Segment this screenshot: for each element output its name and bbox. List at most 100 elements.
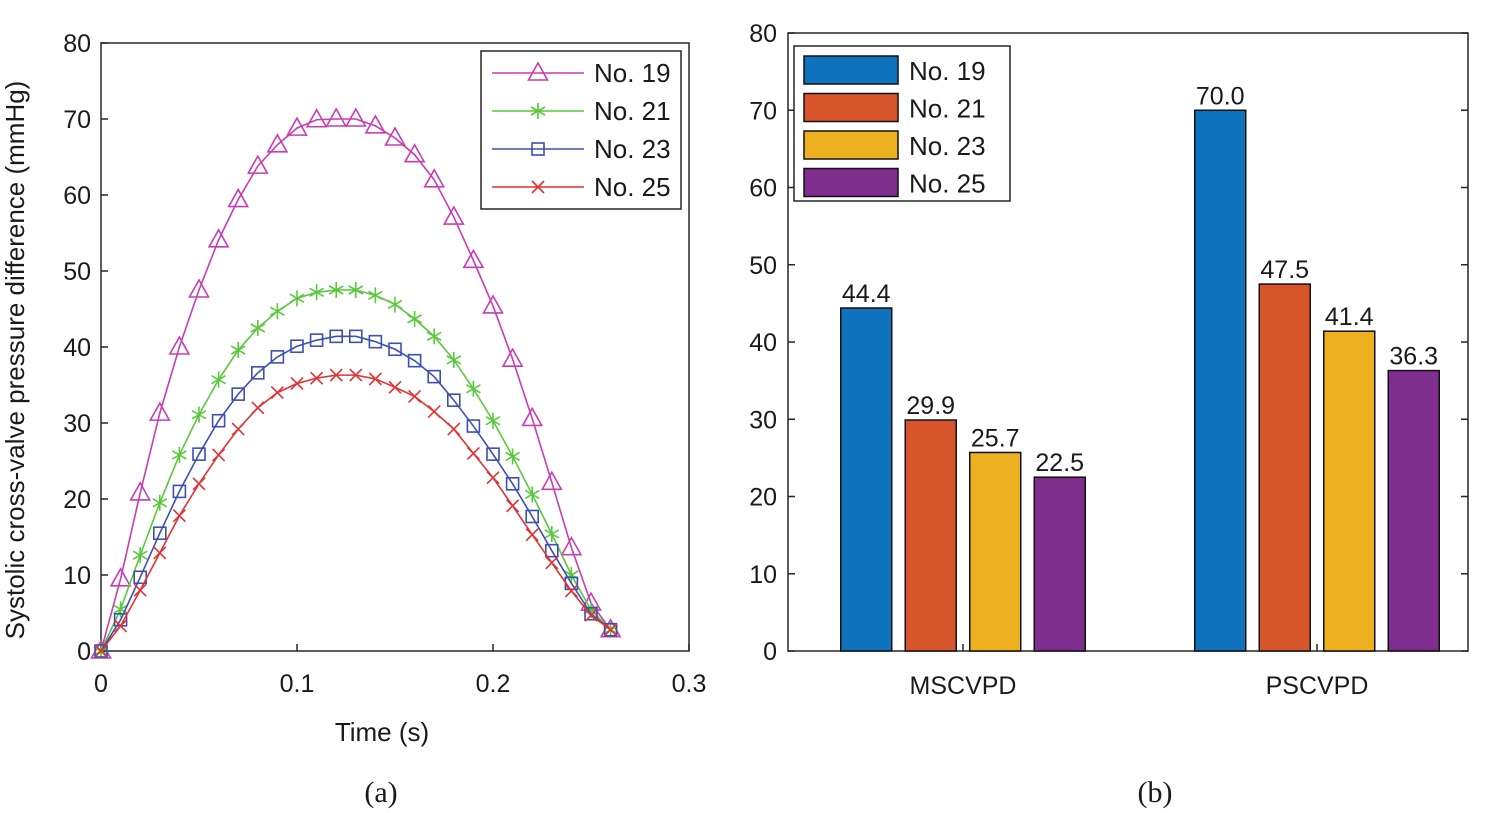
- data-point: [309, 284, 324, 301]
- bar-value-label: 25.7: [971, 424, 1020, 452]
- bar: [1387, 369, 1440, 652]
- data-point: [290, 376, 304, 391]
- line-chart-legend: No. 19 No. 21 No. 23 No. 25: [480, 50, 682, 210]
- data-point: [564, 584, 578, 598]
- data-point: [560, 536, 583, 556]
- data-point: [466, 446, 480, 460]
- data-point: [310, 371, 324, 385]
- data-point: [462, 248, 485, 269]
- data-point: [325, 107, 348, 127]
- data-point: [188, 278, 210, 298]
- legend-entry: No. 21: [492, 96, 671, 126]
- data-point: [603, 622, 618, 637]
- bar-chart-x-axis: MSCVPD PSCVPD: [910, 644, 1368, 700]
- data-point: [270, 303, 285, 320]
- data-point: [211, 371, 226, 388]
- line-chart-legend-entries: No. 19 No. 21 No. 23 No. 25: [492, 58, 671, 202]
- data-point: [129, 481, 152, 501]
- legend-swatch: [803, 55, 899, 85]
- y-tick-label: 50: [63, 258, 91, 286]
- bar-series-4: 22.5 36.3: [1033, 343, 1440, 652]
- data-point: [114, 619, 128, 633]
- data-point: [230, 342, 246, 359]
- y-tick-label: 80: [749, 20, 777, 48]
- data-point: [305, 108, 328, 128]
- data-point: [133, 583, 147, 597]
- data-point: [524, 486, 540, 503]
- data-point: [427, 369, 442, 384]
- y-tick-label: 0: [763, 638, 777, 666]
- data-point: [482, 294, 504, 314]
- bar-value-label: 36.3: [1389, 343, 1438, 371]
- x-tick-label: 0.2: [476, 670, 511, 698]
- line-chart-y-axis-title: Systolic cross-valve pressure difference…: [0, 81, 30, 640]
- data-point: [207, 228, 230, 248]
- data-point: [250, 320, 266, 336]
- y-tick-label: 70: [63, 106, 91, 134]
- y-tick-label: 80: [63, 30, 91, 58]
- y-tick-label: 30: [63, 410, 91, 438]
- y-tick-label: 20: [63, 486, 91, 514]
- data-point: [388, 342, 402, 357]
- legend-marker: [527, 61, 549, 81]
- data-point: [289, 290, 305, 307]
- bar: [1033, 476, 1086, 652]
- data-point: [192, 447, 206, 461]
- bar-value-label: 22.5: [1035, 449, 1084, 477]
- data-point: [109, 567, 132, 587]
- data-point: [407, 310, 422, 327]
- legend-entry: No. 21: [803, 92, 986, 124]
- data-point: [349, 368, 363, 382]
- legend-label: No. 19: [909, 56, 986, 86]
- data-point: [447, 422, 461, 436]
- data-point: [485, 412, 501, 429]
- data-point: [466, 419, 481, 433]
- data-point: [329, 368, 343, 382]
- bar-chart-y-axis: 0 10 20 30 40 50 60 70 80: [749, 20, 1468, 666]
- series-line: [100, 118, 612, 652]
- y-tick-label: 70: [749, 97, 777, 125]
- data-point: [545, 556, 559, 570]
- data-point: [505, 476, 520, 491]
- line-chart-y-axis: 0 10 20 30 40 50 60 70 80: [63, 30, 108, 666]
- data-point: [446, 393, 461, 408]
- x-tick-label: 0.1: [280, 670, 315, 698]
- data-point: [525, 509, 540, 524]
- data-point: [348, 282, 364, 298]
- bar-chart-panel: 0 10 20 30 40 50 60 70 80 MSCVPD PSCVPD 44.4 70.0 2…: [749, 20, 1469, 809]
- x-tick-label: 0: [94, 670, 108, 698]
- legend-label: No. 25: [909, 169, 986, 199]
- bar: [840, 307, 893, 652]
- legend-marker: [531, 142, 545, 156]
- legend-entry: No. 19: [492, 58, 671, 88]
- bar: [1323, 330, 1376, 652]
- data-point: [423, 168, 446, 188]
- data-point: [403, 143, 426, 163]
- data-point: [364, 114, 387, 134]
- legend-label: No. 23: [909, 131, 986, 161]
- data-point: [172, 446, 187, 463]
- data-point: [446, 351, 462, 368]
- bar-value-label: 70.0: [1196, 82, 1245, 110]
- data-point: [246, 154, 269, 174]
- bar: [904, 419, 957, 652]
- data-point: [368, 287, 383, 304]
- data-point: [227, 187, 250, 208]
- y-tick-label: 30: [749, 406, 777, 434]
- line-series-4: [94, 368, 618, 658]
- bar: [1258, 283, 1311, 652]
- y-tick-label: 0: [77, 638, 91, 666]
- legend-entry: No. 25: [492, 172, 671, 202]
- data-point: [368, 372, 382, 386]
- legend-swatch: [803, 92, 899, 123]
- bar-value-label: 44.4: [842, 280, 891, 308]
- series-line: [100, 335, 612, 652]
- data-point: [270, 350, 285, 364]
- data-point: [328, 282, 344, 298]
- data-point: [94, 644, 108, 658]
- line-chart-caption: (a): [364, 776, 397, 809]
- data-point: [525, 528, 539, 542]
- data-point: [544, 543, 559, 558]
- legend-label: No. 23: [594, 134, 671, 164]
- data-point: [192, 477, 206, 491]
